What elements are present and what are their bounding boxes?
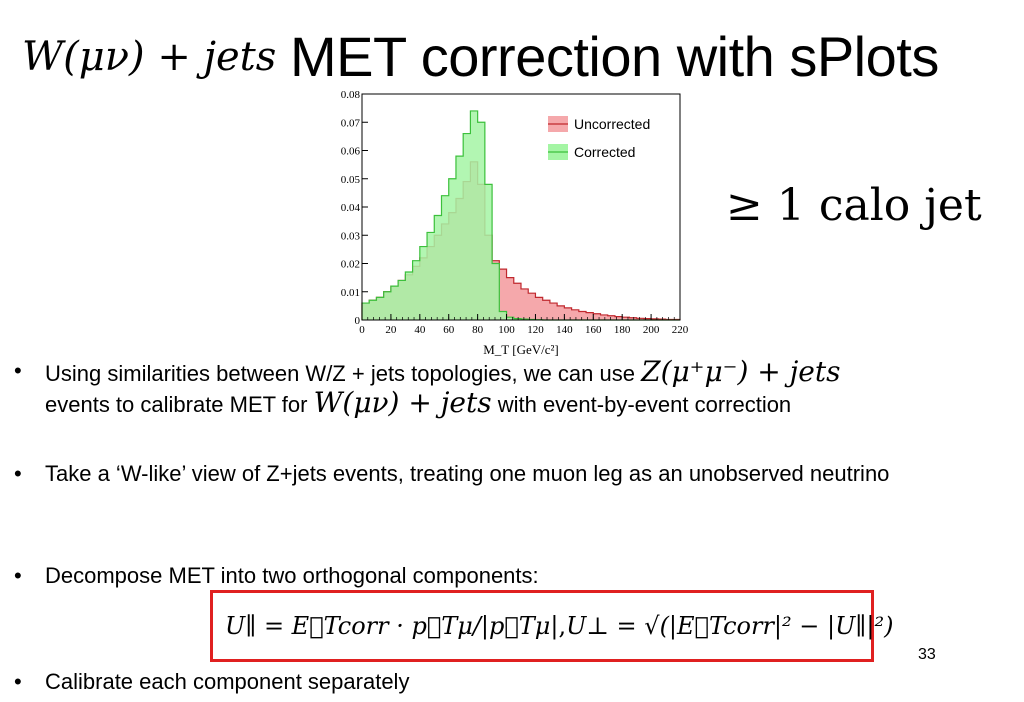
legend-label-uncorrected: Uncorrected: [574, 116, 650, 132]
series-fill-corrected: [362, 110, 680, 320]
y-tick-label: 0.03: [341, 230, 361, 242]
z-mumu-jets-math: Z(μ⁺μ⁻) + jets: [641, 355, 841, 388]
met-decomposition-formula-box: U∥ = E⃗Tcorr · p⃗Tμ/|p⃗Tμ| , U⊥ = √(|E⃗T…: [210, 590, 893, 662]
bullet-text: Calibrate each component separately: [45, 669, 410, 694]
bullet-text: Using similarities between W/Z + jets to…: [45, 361, 642, 386]
bullet-text: with event-by-event correction: [491, 392, 792, 417]
bullet-marker: •: [14, 461, 22, 486]
bullet-text: Decompose MET into two orthogonal compon…: [45, 563, 539, 588]
x-tick-label: 40: [414, 324, 426, 336]
bullet-marker: •: [14, 563, 22, 588]
x-tick-label: 0: [359, 324, 365, 336]
w-munu-jets-math: W(μν) + jets: [313, 386, 492, 419]
x-tick-label: 120: [527, 324, 544, 336]
calo-jet-condition: ≥ 1 calo jet: [726, 180, 982, 231]
slide-title: MET correction with sPlots: [290, 25, 939, 88]
legend-label-corrected: Corrected: [574, 144, 635, 160]
x-tick-label: 180: [614, 324, 631, 336]
y-tick-label: 0: [355, 315, 361, 327]
y-tick-label: 0.06: [341, 146, 361, 158]
x-axis-label: M_T [GeV/c²]: [483, 342, 559, 357]
y-tick-label: 0.05: [341, 174, 361, 186]
u-perpendicular-formula: U⊥ = √(|E⃗Tcorr|² − |U∥|²): [566, 612, 894, 640]
mt-histogram-chart: 0 20 40 60 80 100 120 140 160 180 200 220 0 0.01 0.02 0…: [341, 89, 689, 357]
bullet-marker: •: [14, 358, 22, 383]
bullet-text: events to calibrate MET for: [45, 392, 314, 417]
page-number: 33: [918, 646, 936, 663]
x-tick-label: 60: [443, 324, 455, 336]
bullet-marker: •: [14, 669, 22, 694]
y-tick-label: 0.04: [341, 202, 361, 214]
y-tick-label: 0.08: [341, 89, 361, 101]
title-math-formula: W(μν) + jets: [22, 34, 277, 80]
x-tick-label: 160: [585, 324, 602, 336]
x-tick-label: 80: [472, 324, 484, 336]
bullet-text: Take a ‘W-like’ view of Z+jets events, t…: [45, 461, 890, 486]
x-tick-label: 100: [498, 324, 515, 336]
y-tick-label: 0.01: [341, 287, 360, 299]
x-tick-label: 20: [385, 324, 397, 336]
x-tick-label: 140: [556, 324, 573, 336]
formula-separator: ,: [558, 612, 567, 640]
u-parallel-formula: U∥ = E⃗Tcorr · p⃗Tμ/|p⃗Tμ|: [225, 612, 559, 640]
y-tick-label: 0.02: [341, 259, 360, 271]
y-tick-label: 0.07: [341, 117, 361, 129]
x-tick-label: 200: [643, 324, 660, 336]
x-tick-label: 220: [672, 324, 689, 336]
